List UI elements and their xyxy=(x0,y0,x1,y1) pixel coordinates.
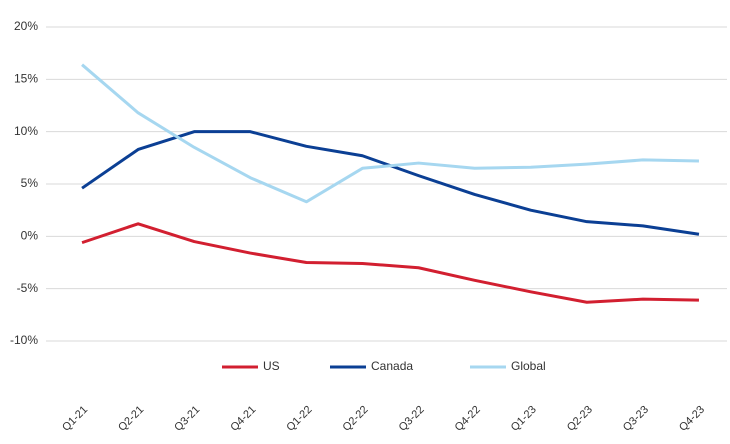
series-line xyxy=(81,130,700,236)
x-tick-label: Q3-23 xyxy=(621,404,651,434)
y-tick-label: 0% xyxy=(21,229,39,243)
x-tick-label: Q1-21 xyxy=(60,404,90,434)
legend-label: Canada xyxy=(371,359,413,373)
y-tick-label: 5% xyxy=(21,176,39,190)
x-tick-label: Q2-23 xyxy=(565,404,595,434)
legend-label: US xyxy=(263,359,280,373)
x-tick-label: Q4-23 xyxy=(677,404,707,434)
y-tick-label: -10% xyxy=(10,333,38,347)
y-tick-label: 15% xyxy=(14,72,38,86)
x-tick-label: Q1-22 xyxy=(284,404,314,434)
x-tick-label: Q3-22 xyxy=(397,404,427,434)
y-tick-label: 10% xyxy=(14,124,38,138)
y-tick-label: -5% xyxy=(17,281,39,295)
x-tick-label: Q4-21 xyxy=(228,404,258,434)
legend-label: Global xyxy=(511,359,546,373)
series-line xyxy=(81,222,699,304)
y-tick-label: 20% xyxy=(14,19,38,33)
x-tick-label: Q1-23 xyxy=(509,404,539,434)
x-tick-label: Q2-22 xyxy=(341,404,371,434)
x-tick-label: Q2-21 xyxy=(116,404,146,434)
x-tick-label: Q4-22 xyxy=(453,404,483,434)
x-tick-label: Q3-21 xyxy=(172,404,202,434)
series-line xyxy=(81,63,699,204)
